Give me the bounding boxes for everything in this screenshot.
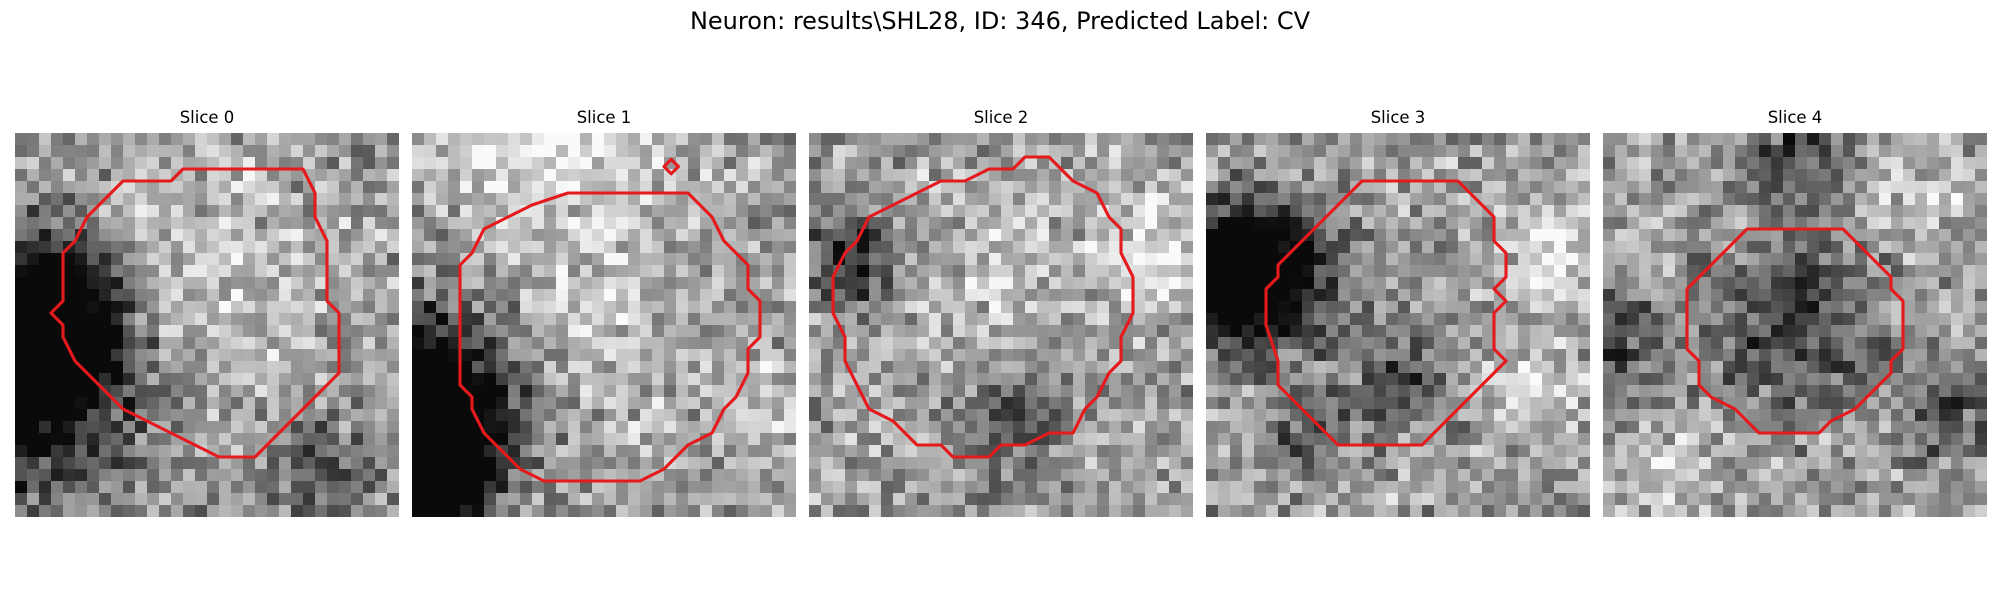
pixel-grid — [412, 133, 796, 517]
pixel-grid — [15, 133, 399, 517]
slice-panel-1: Slice 1 — [412, 108, 796, 518]
contour-fragment — [662, 157, 680, 176]
slice-image — [412, 133, 796, 517]
slice-panel-4: Slice 4 — [1603, 108, 1987, 518]
neuron-contour — [49, 167, 341, 459]
neuron-contour — [1264, 179, 1508, 447]
slice-image — [1603, 133, 1987, 517]
slice-title: Slice 1 — [576, 108, 632, 127]
neuron-contour — [458, 191, 762, 483]
figure-title: Neuron: results\SHL28, ID: 346, Predicte… — [689, 7, 1311, 35]
neuron-contour — [1685, 227, 1905, 435]
slice-panel-3: Slice 3 — [1206, 108, 1590, 518]
pixel-grid — [809, 133, 1193, 517]
slice-image — [809, 133, 1193, 517]
pixel-grid — [1206, 133, 1590, 517]
slice-title: Slice 3 — [1370, 108, 1426, 127]
slice-panel-2: Slice 2 — [809, 108, 1193, 518]
slice-title: Slice 0 — [179, 108, 235, 127]
neuron-contour — [831, 155, 1135, 459]
slice-title: Slice 2 — [973, 108, 1029, 127]
slice-image — [15, 133, 399, 517]
slice-title: Slice 4 — [1767, 108, 1823, 127]
pixel-grid — [1603, 133, 1987, 517]
slice-image — [1206, 133, 1590, 517]
slice-panel-0: Slice 0 — [15, 108, 399, 518]
